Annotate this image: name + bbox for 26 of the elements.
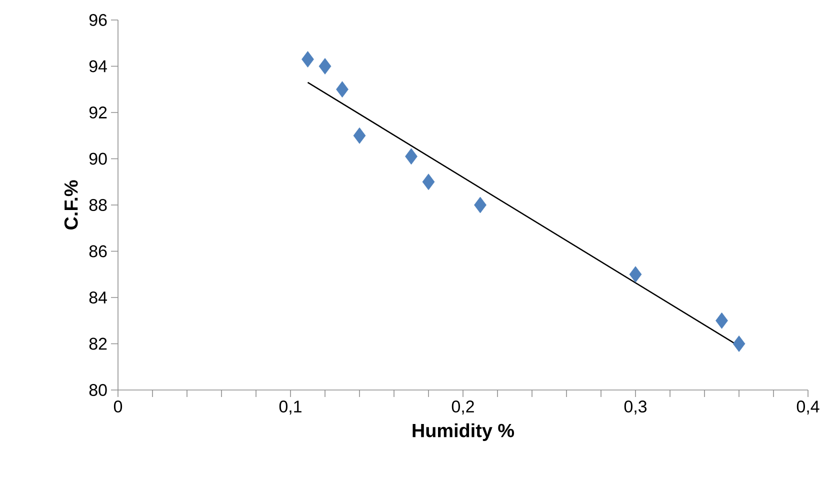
point <box>716 312 728 329</box>
point <box>405 148 418 165</box>
x-axis-title: Humidity % <box>412 423 514 441</box>
x-tick-label: 0,1 <box>279 400 302 415</box>
y-tick-label: 96 <box>89 14 107 26</box>
y-tick-label: 84 <box>89 292 107 304</box>
point <box>318 58 332 74</box>
point <box>629 266 642 283</box>
point <box>353 127 366 144</box>
y-tick-label: 86 <box>89 245 107 258</box>
x-tick-label: 0,4 <box>796 400 820 415</box>
y-tick-label: 90 <box>89 152 107 165</box>
y-tick-label: 88 <box>89 199 107 211</box>
y-axis-title: C.F.% <box>64 180 78 230</box>
point <box>474 196 486 214</box>
y-tick-label: 80 <box>89 384 107 396</box>
x-tick-label: 0,3 <box>624 400 647 415</box>
x-tick-label: 0,2 <box>452 400 474 415</box>
point <box>422 174 435 190</box>
x-tick-label: 0 <box>114 400 122 413</box>
point <box>302 51 314 68</box>
y-tick-label: 94 <box>89 60 107 72</box>
y-tick-label: 92 <box>89 106 107 118</box>
point <box>732 336 746 352</box>
point <box>336 81 348 98</box>
y-tick-label: 82 <box>89 338 107 350</box>
